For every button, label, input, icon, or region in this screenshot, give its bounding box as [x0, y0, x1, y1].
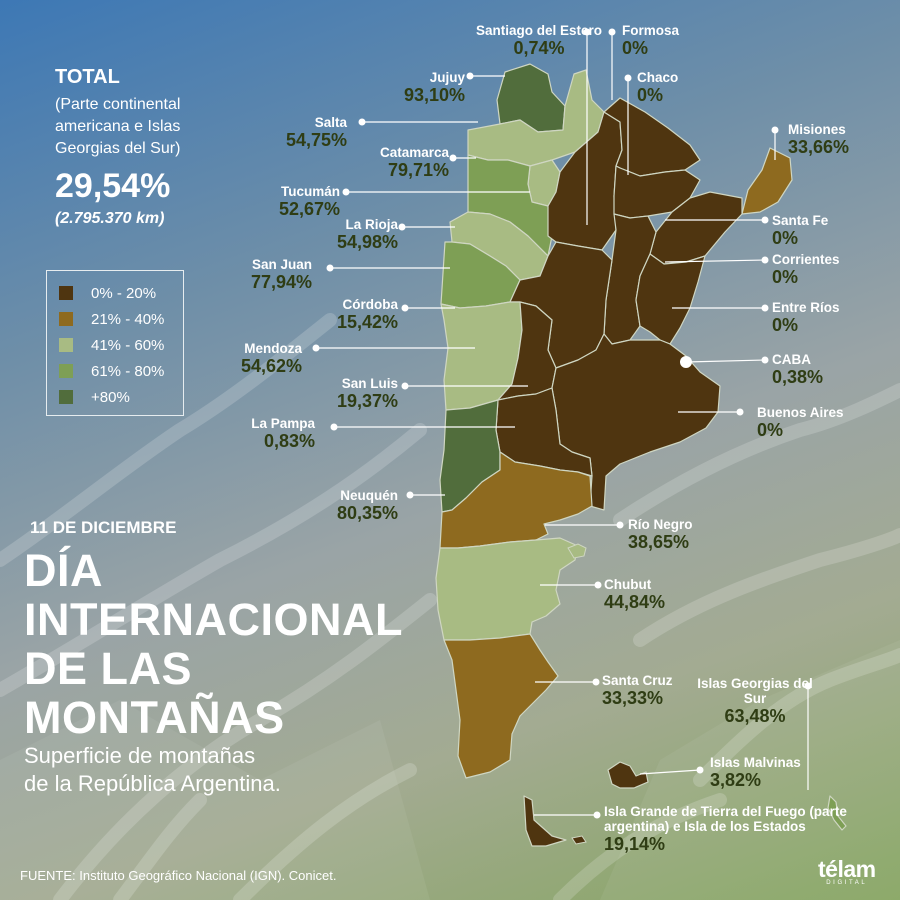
legend-label: 61% - 80% — [91, 362, 165, 380]
leader-dot — [406, 491, 414, 499]
telam-logo: télam DIGITAL — [818, 856, 876, 886]
logo-subword: DIGITAL — [826, 880, 868, 886]
legend-label: +80% — [91, 388, 130, 406]
label-santiago-del-estero: Santiago del Estero 0,74% — [475, 23, 603, 58]
label-mendoza: Mendoza 54,62% — [240, 341, 302, 376]
leader-dot — [804, 682, 812, 690]
label-misiones: Misiones 33,66% — [788, 122, 850, 157]
label-islas-malvinas: Islas Malvinas 3,82% — [710, 755, 801, 790]
label-buenos-aires: Buenos Aires 0% — [757, 405, 844, 440]
label-san-juan: San Juan 77,94% — [250, 257, 312, 292]
leader-dot — [466, 72, 474, 80]
label-rio-negro: Río Negro 38,65% — [628, 517, 693, 552]
leader-dot — [593, 811, 601, 819]
leader-dot — [761, 304, 769, 312]
total-subtitle: (Parte continental americana e Islas Geo… — [55, 96, 181, 157]
leader-dot — [594, 581, 602, 589]
legend-item: 41% - 60% — [59, 335, 164, 355]
leader-line — [664, 259, 766, 263]
headline-line: MONTAÑAS — [24, 692, 285, 743]
legend-swatch — [59, 312, 73, 326]
subtitle-line: de la República Argentina. — [24, 771, 281, 796]
leader-dot — [624, 74, 632, 82]
label-cordoba: Córdoba 15,42% — [336, 297, 398, 332]
label-san-luis: San Luis 19,37% — [336, 376, 398, 411]
leader-dot — [583, 28, 591, 36]
leader-dot — [616, 521, 624, 529]
province-jujuy — [496, 63, 566, 133]
total-title: TOTAL — [55, 66, 120, 88]
leader-dot — [761, 216, 769, 224]
leader-line — [639, 769, 701, 775]
total-area: (2.795.370 km) — [55, 210, 165, 227]
leader-dot — [401, 382, 409, 390]
legend-swatch — [59, 286, 73, 300]
leader-dot — [401, 304, 409, 312]
leader-line — [685, 359, 766, 363]
label-tucuman: Tucumán 52,67% — [278, 184, 340, 219]
headline-line: DE LAS — [24, 643, 193, 694]
label-salta: Salta 54,75% — [285, 115, 347, 150]
province-tierra-del-fuego — [523, 795, 567, 847]
province-entre-rios — [635, 253, 706, 345]
leader-dot — [358, 118, 366, 126]
label-entre-rios: Entre Ríos 0% — [772, 300, 840, 335]
label-tierra-del-fuego: Isla Grande de Tierra del Fuego (parte a… — [604, 804, 847, 854]
province-islas-malvinas — [607, 761, 649, 789]
subtitle: Superficie de montañas de la República A… — [24, 742, 281, 798]
leader-dot — [330, 423, 338, 431]
logo-word: télam — [818, 856, 876, 882]
legend-label: 0% - 20% — [91, 284, 157, 302]
leader-dot — [449, 154, 457, 162]
subtitle-line: Superficie de montañas — [24, 743, 256, 768]
label-neuquen: Neuquén 80,35% — [336, 488, 398, 523]
label-catamarca: Catamarca 79,71% — [379, 145, 449, 180]
date-label: 11 DE DICIEMBRE — [30, 518, 177, 537]
legend-label: 41% - 60% — [91, 336, 165, 354]
leader-dot — [761, 256, 769, 264]
label-santa-cruz: Santa Cruz 33,33% — [602, 673, 673, 708]
label-jujuy: Jujuy 93,10% — [403, 70, 465, 105]
leader-dot — [398, 223, 406, 231]
legend-swatch — [59, 338, 73, 352]
province-chubut — [435, 537, 579, 641]
legend-item: 0% - 20% — [59, 283, 156, 303]
legend-label: 21% - 40% — [91, 310, 165, 328]
leader-dot — [326, 264, 334, 272]
label-chaco: Chaco 0% — [637, 70, 679, 105]
legend-swatch — [59, 390, 73, 404]
province-islas-georgias — [827, 795, 847, 831]
leader-dot — [771, 126, 779, 134]
total-percentage: 29,54% — [55, 167, 171, 205]
legend-item: +80% — [59, 387, 130, 407]
province-misiones — [741, 147, 793, 215]
source-note: FUENTE: Instituto Geográfico Nacional (I… — [20, 868, 337, 883]
label-chubut: Chubut 44,84% — [604, 577, 666, 612]
label-caba: CABA 0,38% — [772, 352, 824, 387]
leader-dot — [342, 188, 350, 196]
label-formosa: Formosa 0% — [622, 23, 680, 58]
leader-dot — [696, 766, 704, 774]
leader-dot — [312, 344, 320, 352]
headline-line: DÍA — [24, 545, 103, 596]
headline: DÍA INTERNACIONAL DE LAS MONTAÑAS — [24, 546, 403, 742]
province-santa-cruz — [443, 633, 559, 779]
label-corrientes: Corrientes 0% — [772, 252, 840, 287]
legend-swatch — [59, 364, 73, 378]
label-santa-fe: Santa Fe 0% — [772, 213, 829, 248]
label-la-rioja: La Rioja 54,98% — [336, 217, 398, 252]
label-la-pampa: La Pampa 0,83% — [251, 416, 315, 451]
label-islas-georgias: Islas Georgias del Sur 63,48% — [697, 676, 813, 726]
legend-item: 61% - 80% — [59, 361, 164, 381]
leader-dot — [736, 408, 744, 416]
headline-line: INTERNACIONAL — [24, 594, 403, 645]
leader-dot — [592, 678, 600, 686]
legend: 0% - 20% 21% - 40% 41% - 60% 61% - 80% +… — [46, 270, 184, 416]
leader-dot — [761, 356, 769, 364]
caba-marker — [680, 356, 692, 368]
leader-dot — [608, 28, 616, 36]
legend-item: 21% - 40% — [59, 309, 164, 329]
